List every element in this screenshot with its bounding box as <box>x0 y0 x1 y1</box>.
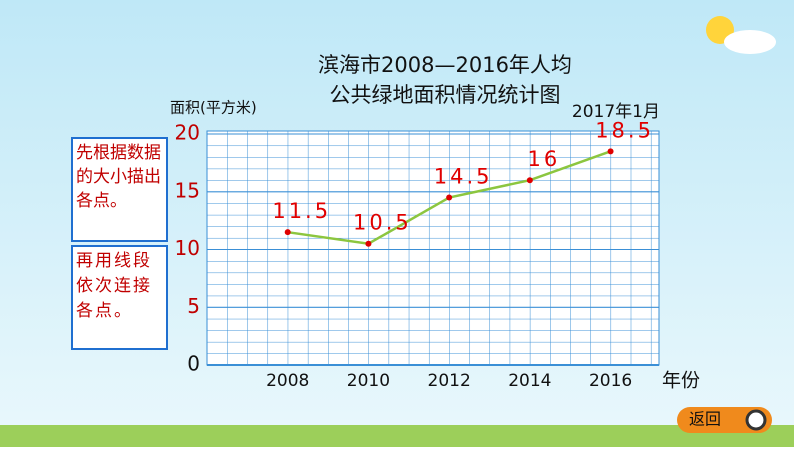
data-point <box>607 148 614 155</box>
y-tick-label: 15 <box>175 178 200 202</box>
note-box: 先根据数据的大小描出各点。 再用线段依次连接各点。 <box>71 137 168 350</box>
back-button[interactable]: 返回 <box>677 407 772 433</box>
data-point <box>365 240 372 247</box>
note-text: 再用线段依次连接各点。 <box>76 251 152 321</box>
y-tick-label: 20 <box>175 121 200 145</box>
x-tick-label: 2016 <box>589 371 632 391</box>
cloud <box>724 30 776 54</box>
data-point <box>446 194 453 201</box>
date-note: 2017年1月 <box>572 102 660 122</box>
x-axis-label: 年份 <box>662 370 700 392</box>
x-tick-label: 2010 <box>347 371 390 391</box>
y-tick-label: 0 <box>187 352 200 376</box>
button-icon[interactable] <box>745 409 767 431</box>
title-line: 公共绿地面积情况统计图 <box>330 83 561 107</box>
button-label[interactable]: 返回 <box>689 410 721 429</box>
y-tick-label: 10 <box>175 236 200 260</box>
data-label: 18.5 <box>595 118 654 142</box>
data-point <box>284 229 291 236</box>
y-axis-label: 面积(平方米) <box>170 99 257 117</box>
minor-grid <box>206 130 660 366</box>
data-point <box>526 177 533 184</box>
y-tick-label: 5 <box>187 294 200 318</box>
note-text: 先根据数据的大小描出各点。 <box>76 143 161 211</box>
data-label: 10.5 <box>353 211 412 235</box>
data-label: 11.5 <box>272 199 331 223</box>
x-tick-label: 2014 <box>508 371 551 391</box>
data-label: 14.5 <box>434 165 493 189</box>
x-tick-label: 2012 <box>428 371 471 391</box>
data-label: 16 <box>527 147 560 171</box>
grass <box>0 425 794 447</box>
x-tick-label: 2008 <box>266 371 309 391</box>
title-line: 滨海市2008—2016年人均 <box>318 53 572 77</box>
